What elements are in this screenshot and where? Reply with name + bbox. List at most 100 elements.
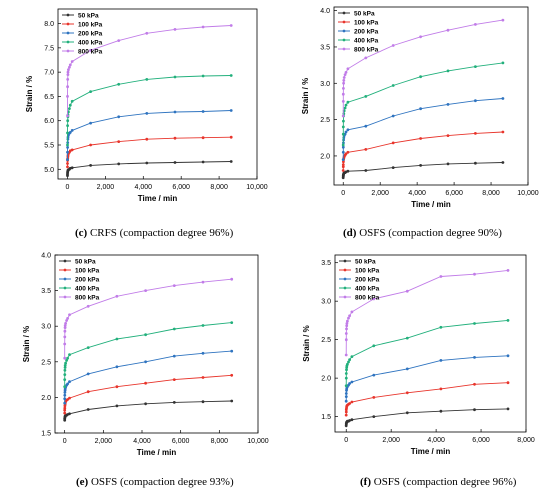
- y-axis-label: Strain / %: [301, 78, 310, 114]
- data-point: [391, 84, 395, 87]
- legend-marker: [342, 29, 346, 33]
- series-line-100-kpa: [64, 374, 232, 414]
- data-point: [68, 396, 71, 400]
- data-point: [68, 103, 72, 107]
- data-point: [506, 381, 510, 385]
- data-point: [473, 356, 476, 359]
- y-tick-label: 7.0: [44, 70, 54, 77]
- data-point: [346, 319, 349, 323]
- data-point: [345, 368, 348, 372]
- data-point: [229, 74, 233, 77]
- legend-label: 800 kPa: [78, 48, 103, 55]
- data-point: [70, 148, 74, 152]
- data-point: [501, 61, 505, 65]
- data-point: [372, 415, 376, 418]
- series-line-50-kpa: [64, 400, 232, 421]
- y-tick-label: 3.5: [320, 44, 330, 51]
- data-point: [68, 412, 71, 416]
- data-point: [117, 162, 121, 166]
- series-line-50-kpa: [345, 408, 509, 426]
- data-point: [230, 321, 234, 324]
- data-point: [66, 356, 69, 360]
- data-point: [342, 79, 346, 82]
- data-point: [115, 365, 119, 369]
- data-point: [66, 70, 70, 74]
- data-point: [144, 360, 148, 364]
- data-point: [419, 75, 422, 79]
- y-tick-label: 7.5: [44, 45, 54, 52]
- data-point: [364, 148, 368, 151]
- data-point: [63, 356, 67, 360]
- data-point: [419, 164, 422, 167]
- data-point: [473, 382, 476, 386]
- x-tick-label: 6,000: [172, 184, 190, 191]
- data-point: [67, 68, 70, 72]
- data-point: [364, 124, 368, 128]
- data-point: [144, 381, 148, 385]
- legend-label: 400 kPa: [78, 39, 103, 46]
- data-point: [344, 71, 348, 74]
- data-point: [364, 56, 368, 60]
- data-point: [63, 378, 67, 381]
- data-point: [419, 137, 422, 140]
- data-point: [68, 131, 72, 134]
- data-point: [344, 395, 348, 398]
- legend-label: 400 kPa: [75, 285, 100, 292]
- data-point: [346, 169, 350, 173]
- panel-caption-text: CRFS (compaction degree 96%): [87, 227, 233, 239]
- data-point: [344, 410, 348, 414]
- data-point: [501, 130, 505, 134]
- data-point: [66, 73, 70, 76]
- data-point: [391, 141, 395, 145]
- data-point: [346, 100, 350, 104]
- chart-panel-f: 0 2,000 4,000 6,000 8,000 1.5 2.0 2.5 3.0 3.5 Time…: [302, 254, 535, 488]
- data-point: [446, 134, 450, 138]
- data-point: [117, 39, 121, 42]
- data-point: [439, 275, 443, 278]
- legend-label: 100 kPa: [355, 267, 380, 274]
- data-point: [473, 408, 476, 412]
- x-tick-label: 0: [344, 437, 348, 444]
- data-point: [419, 107, 422, 111]
- data-point: [115, 337, 119, 341]
- data-point: [344, 338, 348, 342]
- data-point: [347, 360, 350, 364]
- x-tick-label: 4,000: [427, 437, 445, 444]
- legend-marker: [343, 295, 347, 299]
- data-point: [501, 18, 505, 22]
- data-point: [66, 162, 69, 165]
- data-point: [474, 132, 477, 135]
- legend-label: 50 kPa: [354, 10, 375, 17]
- panel-caption: (e) OSFS (compaction degree 93%): [76, 476, 234, 488]
- legend-label: 50 kPa: [355, 258, 376, 265]
- data-point: [65, 319, 68, 322]
- data-point: [345, 324, 349, 328]
- data-point: [343, 73, 347, 76]
- y-axis-label: Strain / %: [302, 325, 311, 361]
- x-tick-label: 6,000: [172, 438, 190, 445]
- data-point: [348, 314, 351, 318]
- data-point: [63, 411, 67, 415]
- data-point: [63, 329, 67, 333]
- legend-label: 100 kPa: [78, 21, 103, 28]
- data-point: [201, 160, 205, 164]
- data-point: [344, 399, 348, 403]
- data-point: [89, 90, 92, 93]
- data-point: [446, 28, 450, 32]
- data-point: [68, 65, 71, 69]
- chart-panel-d: 0 2,000 4,000 6,000 8,000 10,000 2.0 2.5 3.0 3.5 4…: [301, 6, 539, 239]
- data-point: [145, 137, 149, 141]
- data-point: [65, 359, 68, 362]
- data-point: [66, 119, 70, 123]
- y-tick-label: 1.5: [41, 431, 51, 438]
- y-tick-label: 2.5: [320, 117, 330, 124]
- data-point: [64, 322, 67, 325]
- data-point: [68, 63, 72, 67]
- chart-panel-e: 0 2,000 4,000 6,000 8,000 10,000 1.5 2.0 2.5 3.0 3…: [22, 253, 269, 489]
- data-point: [405, 336, 409, 340]
- panel-caption: (d) OSFS (compaction degree 90%): [343, 227, 502, 239]
- data-point: [63, 326, 67, 329]
- data-point: [68, 380, 71, 384]
- y-tick-label: 5.5: [44, 143, 54, 150]
- x-tick-label: 4,000: [133, 438, 151, 445]
